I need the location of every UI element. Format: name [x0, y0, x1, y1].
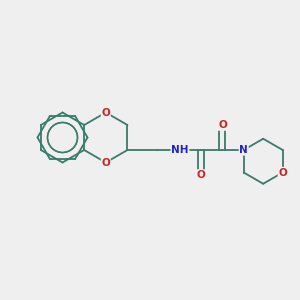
- Text: O: O: [197, 170, 206, 180]
- Text: O: O: [101, 107, 110, 118]
- Text: NH: NH: [171, 145, 189, 155]
- Text: O: O: [278, 167, 287, 178]
- Text: O: O: [101, 158, 110, 167]
- Text: N: N: [239, 145, 248, 155]
- Text: O: O: [218, 120, 227, 130]
